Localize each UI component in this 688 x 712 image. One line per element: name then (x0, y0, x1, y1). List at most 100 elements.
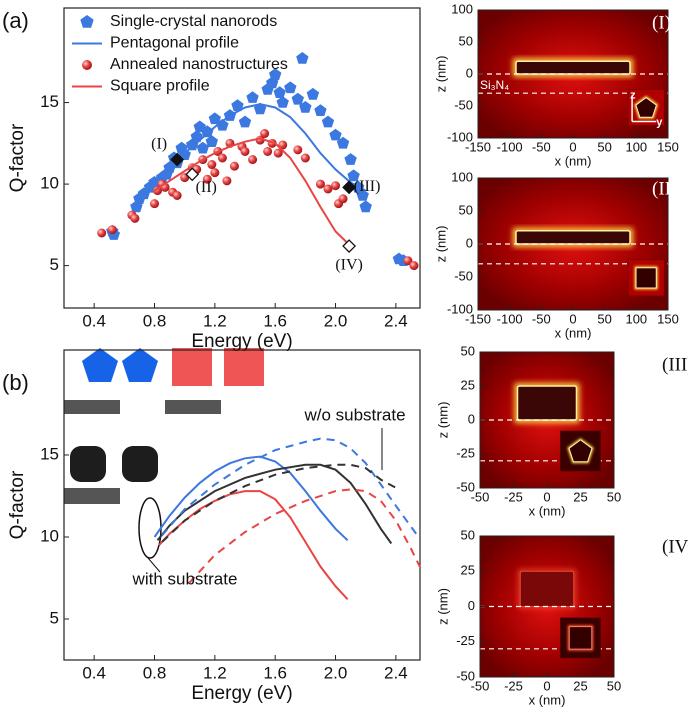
point (205, 135, 218, 147)
point (314, 104, 327, 116)
pointer-line (147, 557, 161, 573)
y-tick-label: 15 (40, 92, 59, 111)
x-axis-label: x (nm) (555, 153, 592, 168)
point (207, 160, 217, 170)
point (217, 153, 227, 163)
y-tick-label: 100 (451, 169, 473, 184)
point (323, 184, 333, 194)
y-tick-label: -25 (456, 633, 475, 648)
inset-shape (635, 96, 657, 118)
chart-line: 0.4 0.8 1.2 1.6 2.0 2.4 5 10 15 Energy (eV) Q-fact… (2, 349, 424, 704)
panel-label: (II) (652, 178, 677, 199)
point (172, 191, 182, 200)
series-line (153, 103, 367, 192)
point (231, 99, 244, 112)
point (356, 189, 369, 201)
y-tick-label: 0 (468, 411, 475, 426)
point (284, 81, 297, 94)
x-tick-label: 0.4 (82, 663, 106, 682)
x-tick-label: 100 (625, 311, 647, 326)
mode-marker (185, 167, 200, 182)
y-tick-label: 10 (40, 174, 59, 193)
y-tick-label: 0 (466, 235, 473, 250)
x-tick-label: 0 (543, 678, 550, 693)
x-tick-label: 0.8 (143, 663, 167, 682)
y-tick-label: 25 (461, 377, 475, 392)
point (130, 213, 140, 223)
y-axis-label: z (nm) (433, 56, 448, 93)
series-line (161, 437, 420, 538)
point (273, 148, 283, 158)
material-label: Si₃N₄ (480, 78, 509, 92)
y-tick-label: 5 (50, 608, 59, 627)
inset-axis-label: z (630, 89, 636, 101)
plot-frame (63, 349, 421, 661)
x-tick-label: 50 (597, 139, 611, 154)
point (97, 228, 107, 238)
y-axis-label: Q-factor (7, 123, 28, 192)
y-tick-label: -50 (456, 668, 475, 683)
y-tick-label: 50 (461, 527, 475, 542)
y-tick-label: 10 (40, 526, 59, 545)
heatmap (478, 178, 668, 310)
point (246, 91, 259, 103)
y-tick-label: -50 (454, 268, 473, 283)
series-line (188, 488, 424, 584)
y-tick-label: 15 (40, 444, 59, 463)
point (222, 176, 232, 186)
heatmap (478, 10, 668, 138)
x-tick-label: 25 (573, 489, 587, 504)
point (196, 141, 209, 154)
mode-label: (I) (151, 135, 167, 152)
point (331, 181, 341, 191)
inset-shape (635, 267, 657, 289)
y-tick-label: 25 (461, 563, 475, 578)
legend-label: Annealed nanostructures (110, 56, 288, 73)
point (299, 101, 312, 113)
legend-swatch (80, 15, 94, 28)
point (409, 261, 419, 271)
heatmap (480, 352, 614, 488)
point (150, 199, 160, 209)
point (306, 87, 320, 100)
x-tick-label: 1.6 (263, 311, 287, 330)
series-line (161, 463, 397, 543)
heatmap (480, 536, 614, 677)
x-tick-label: 1.6 (263, 663, 287, 682)
point (293, 145, 303, 155)
annotation: with substrate (132, 569, 238, 588)
x-tick-label: 150 (657, 311, 679, 326)
shape-icons (64, 348, 264, 504)
inset-axis-label: y (656, 116, 663, 128)
x-tick-label: 100 (625, 139, 647, 154)
y-tick-label: 50 (461, 343, 475, 358)
x-tick-label: 50 (597, 311, 611, 326)
x-axis-label: x (nm) (555, 325, 592, 340)
point (201, 125, 214, 138)
x-tick-label: 0 (569, 311, 576, 326)
y-axis-label: z (nm) (435, 588, 450, 625)
x-tick-label: 50 (607, 678, 621, 693)
point (263, 146, 273, 156)
mode-marker (342, 239, 357, 253)
y-tick-label: -50 (456, 479, 475, 494)
x-tick-label: 1.2 (203, 663, 227, 682)
panel-label: (b) (2, 370, 29, 395)
x-tick-label: 25 (573, 678, 587, 693)
legend-label: Square profile (110, 78, 210, 95)
legend-label: Pentagonal profile (110, 35, 239, 52)
x-tick-label: -50 (532, 311, 551, 326)
mode-label: (III) (354, 178, 381, 195)
x-tick-label: 0.4 (82, 311, 106, 330)
point (238, 115, 252, 128)
y-tick-label: 5 (50, 255, 59, 274)
point (208, 112, 221, 125)
structure (519, 570, 575, 607)
point (107, 225, 117, 235)
point (359, 200, 372, 213)
series-line (153, 137, 352, 247)
point (296, 52, 309, 64)
chart-heatmap: -50 -25 0 25 50 -50 -25 0 25 50 x (nm) z (nm) (IV) (435, 527, 688, 707)
x-axis-label: x (nm) (529, 503, 566, 518)
